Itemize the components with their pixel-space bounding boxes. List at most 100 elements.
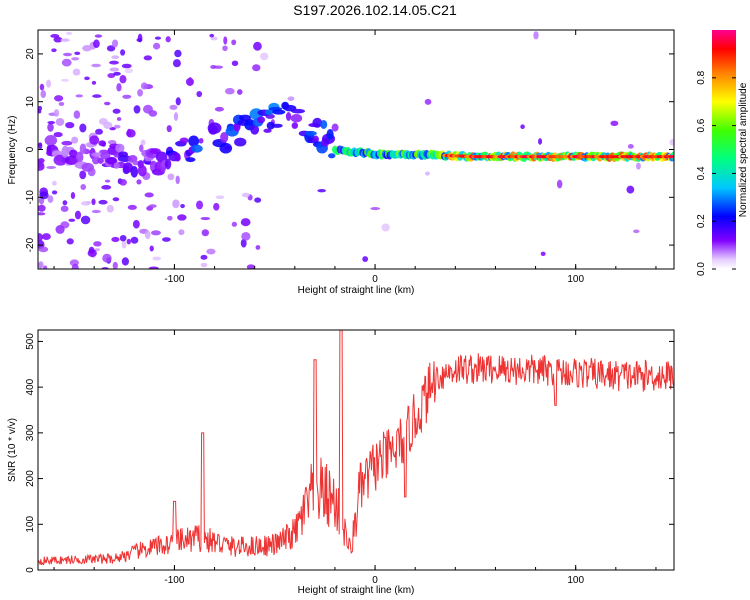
spectrogram-noise-blob (140, 82, 148, 90)
spectrogram-noise-blob (610, 120, 619, 127)
spectrogram-noise-blob (72, 68, 81, 76)
snr-x-tick-label: 0 (372, 575, 378, 586)
spectrogram-noise-blob (255, 245, 261, 250)
spectrogram-noise-blob (113, 71, 121, 76)
colorbar-tick-label: 0.4 (696, 166, 707, 180)
spectrogram-noise-blob (169, 104, 178, 110)
spectrogram-noise-blob (106, 45, 116, 52)
spectrogram-noise-blob (162, 237, 171, 242)
spectrogram-ridge-blob (79, 143, 87, 155)
spectrogram-noise-blob (119, 234, 127, 242)
spectrogram-noise-blob (109, 67, 120, 72)
spectrogram-noise-blob (252, 64, 261, 72)
spectrogram-noise-blob (46, 165, 57, 170)
spectrogram-noise-blob (119, 179, 127, 186)
spectrogram-noise-blob (113, 124, 121, 129)
spectrogram-noise-blob (84, 76, 90, 81)
spectrogram-noise-blob (237, 89, 243, 95)
spectrogram-y-tick-label: 20 (25, 48, 36, 60)
spectrogram-noise-blob (91, 80, 97, 85)
spectrogram-noise-blob (172, 59, 181, 68)
spectrogram-noise-blob (101, 185, 112, 190)
spectrogram-x-tick-label: 0 (372, 274, 378, 285)
figure-title: S197.2026.102.14.05.C21 (293, 2, 457, 18)
spectrogram-noise-blob (112, 39, 119, 48)
spectrogram-ridge-blob (106, 156, 118, 165)
spectrogram-y-tick-label: 10 (25, 96, 36, 108)
spectrogram-x-axis-label: Height of straight line (km) (298, 285, 415, 296)
spectrogram-noise-blob (60, 205, 69, 212)
spectrogram-noise-blob (246, 264, 256, 269)
spectrogram-noise-blob (119, 74, 127, 84)
spectrogram-noise-blob (74, 51, 81, 56)
spectrogram-noise-blob (106, 204, 114, 213)
spectrogram-noise-blob (231, 60, 239, 67)
spectrogram-noise-blob (210, 65, 217, 70)
spectrogram-noise-blob (209, 33, 215, 38)
spectrogram-noise-blob (225, 87, 235, 95)
spectrogram-noise-blob (91, 209, 101, 214)
spectrogram-noise-blob (167, 215, 173, 221)
spectrogram-noise-blob (133, 105, 141, 114)
spectrogram-ridge-blob (174, 154, 181, 162)
snr-x-tick-label: -100 (164, 575, 184, 586)
spectrogram-noise-blob (79, 123, 87, 133)
spectrogram-ridge-blob (304, 130, 317, 136)
spectrogram-noise-blob (71, 263, 79, 269)
spectrogram-noise-blob (173, 112, 179, 121)
spectrogram-ridge-blob (263, 128, 272, 133)
spectrogram-noise-blob (82, 45, 92, 52)
spectrogram-ridge-blob (220, 131, 229, 143)
spectrogram-ridge-blob (149, 148, 161, 155)
spectrogram-noise-blob (520, 124, 525, 130)
spectrogram-noise-blob (669, 138, 674, 146)
spectrogram-noise-blob (103, 101, 111, 106)
spectrogram-noise-blob (153, 42, 161, 50)
spectrogram-core-blob (668, 155, 674, 159)
spectrogram-noise-blob (126, 128, 132, 138)
spectrogram-noise-blob (540, 251, 546, 256)
spectrogram-noise-blob (215, 195, 225, 200)
spectrogram-ridge-blob (185, 157, 196, 163)
spectrogram-noise-blob (148, 266, 159, 269)
spectrogram-noise-blob (240, 218, 251, 227)
spectrogram-noise-blob (240, 238, 247, 248)
spectrogram-noise-blob (41, 233, 51, 241)
spectrogram-noise-blob (53, 109, 60, 117)
spectrogram-noise-blob (38, 233, 43, 242)
spectrogram-noise-blob (187, 77, 193, 86)
spectrogram-noise-blob (61, 58, 72, 67)
spectrogram-ridge-blob (164, 158, 172, 170)
spectrogram-noise-blob (206, 248, 216, 255)
spectrogram-noise-blob (139, 144, 144, 152)
spectrogram-noise-blob (214, 106, 224, 112)
snr-y-tick-label: 200 (25, 470, 36, 487)
spectrogram-x-tick-label: -100 (164, 274, 184, 285)
spectrogram-noise-blob (87, 249, 97, 258)
spectrogram-noise-blob (66, 238, 74, 245)
spectrogram-ridge-blob (257, 116, 266, 124)
spectrogram-noise-blob (38, 105, 43, 111)
spectrogram-noise-blob (116, 83, 122, 92)
spectrogram-noise-blob (222, 45, 228, 52)
spectrogram-ridge-blob (207, 122, 222, 134)
spectrogram-noise-blob (50, 33, 60, 38)
spectrogram-noise-blob (241, 192, 250, 198)
spectrogram-noise-blob (93, 241, 102, 247)
spectrogram-noise-blob (424, 171, 430, 176)
spectrogram-noise-blob (231, 39, 237, 46)
spectrogram-noise-blob (287, 96, 295, 101)
snr-y-tick-label: 100 (25, 516, 36, 533)
spectrogram-noise-blob (127, 204, 137, 210)
spectrogram-ridge-blob (291, 122, 298, 129)
spectrogram-noise-blob (112, 197, 120, 202)
spectrogram-noise-blob (362, 256, 369, 263)
spectrogram-noise-blob (144, 230, 151, 240)
spectrogram-noise-blob (132, 219, 140, 229)
spectrogram-noise-blob (175, 97, 181, 106)
spectrogram-noise-blob (104, 179, 111, 183)
spectrogram-noise-blob (140, 139, 146, 146)
colorbar: 0.0 0.2 0.4 0.6 0.8 Normalized spectral ampl… (696, 30, 749, 276)
spectrogram-ridge-blob (130, 165, 139, 178)
